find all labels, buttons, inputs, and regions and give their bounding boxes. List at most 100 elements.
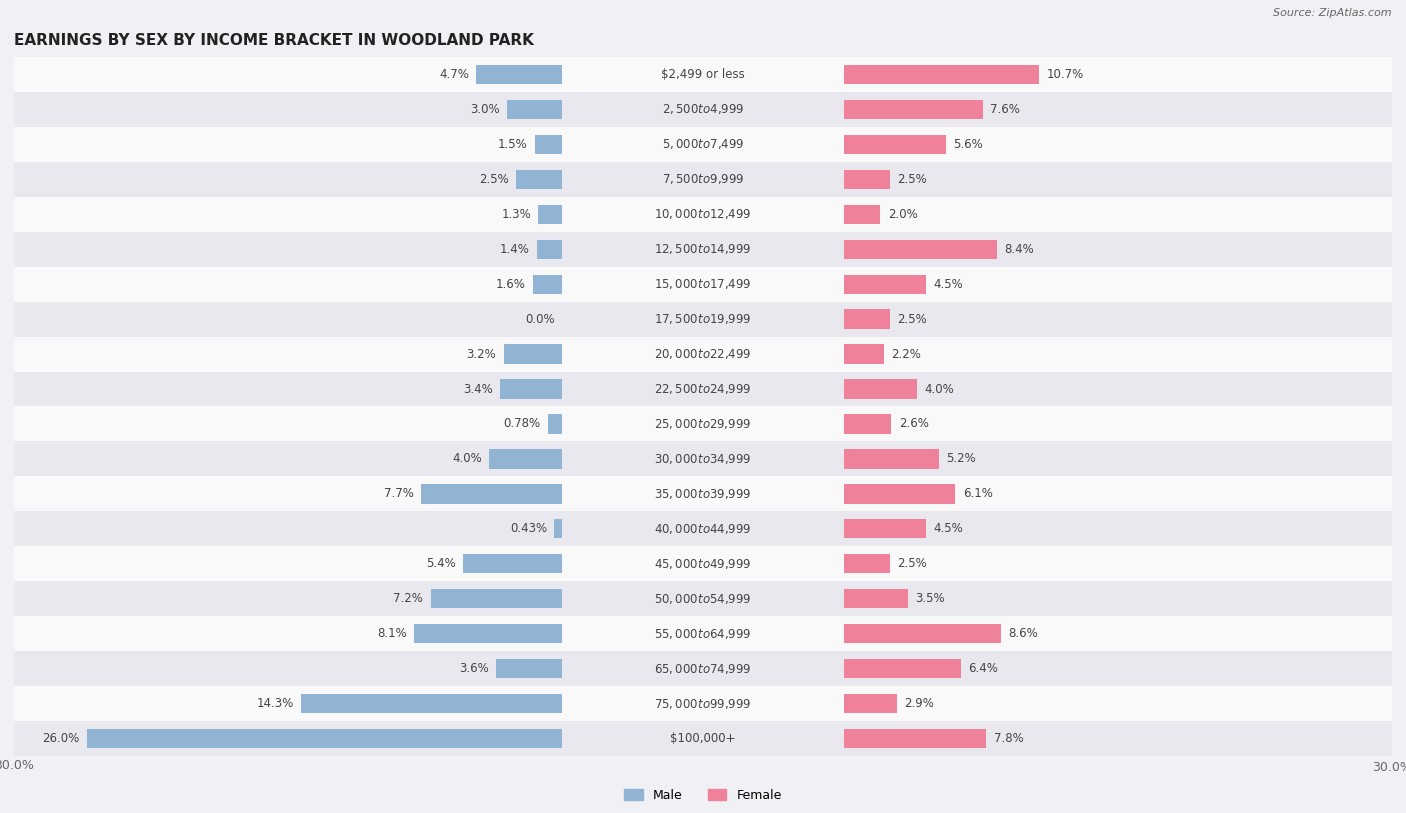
Text: 0.43%: 0.43% [510, 523, 547, 535]
Text: $75,000 to $99,999: $75,000 to $99,999 [654, 697, 752, 711]
Text: $25,000 to $29,999: $25,000 to $29,999 [654, 417, 752, 431]
Text: 4.5%: 4.5% [934, 523, 963, 535]
Text: $12,500 to $14,999: $12,500 to $14,999 [654, 242, 752, 256]
Bar [844, 520, 927, 538]
Bar [844, 450, 939, 468]
Bar [0, 546, 1406, 581]
Bar [0, 57, 1406, 92]
Bar [844, 205, 880, 224]
Text: EARNINGS BY SEX BY INCOME BRACKET IN WOODLAND PARK: EARNINGS BY SEX BY INCOME BRACKET IN WOO… [14, 33, 534, 47]
Text: $65,000 to $74,999: $65,000 to $74,999 [654, 662, 752, 676]
Text: $5,000 to $7,499: $5,000 to $7,499 [662, 137, 744, 151]
Bar [87, 729, 562, 748]
Bar [0, 197, 1406, 232]
Bar [844, 170, 890, 189]
Bar [0, 267, 1406, 302]
Bar [0, 651, 1406, 686]
Bar [0, 511, 1406, 546]
Text: 7.8%: 7.8% [994, 733, 1024, 745]
Bar [538, 205, 562, 224]
Text: $45,000 to $49,999: $45,000 to $49,999 [654, 557, 752, 571]
Text: 7.6%: 7.6% [990, 103, 1019, 115]
Bar [0, 92, 1406, 127]
Bar [554, 520, 562, 538]
Bar [0, 232, 1406, 267]
Bar [0, 406, 1406, 441]
Bar [844, 345, 884, 363]
Bar [415, 624, 562, 643]
Bar [0, 511, 1406, 546]
Text: $22,500 to $24,999: $22,500 to $24,999 [654, 382, 752, 396]
Bar [844, 100, 983, 119]
Bar [0, 232, 1406, 267]
Text: $55,000 to $64,999: $55,000 to $64,999 [654, 627, 752, 641]
Bar [0, 441, 1406, 476]
Bar [0, 162, 1406, 197]
Text: $50,000 to $54,999: $50,000 to $54,999 [654, 592, 752, 606]
Text: $17,500 to $19,999: $17,500 to $19,999 [654, 312, 752, 326]
Bar [533, 275, 562, 293]
Bar [430, 589, 562, 608]
Text: 3.2%: 3.2% [467, 348, 496, 360]
Text: $7,500 to $9,999: $7,500 to $9,999 [662, 172, 744, 186]
Bar [422, 485, 562, 503]
Bar [0, 476, 1406, 511]
Text: $2,499 or less: $2,499 or less [661, 68, 745, 80]
Text: 2.0%: 2.0% [887, 208, 918, 220]
Bar [0, 267, 1406, 302]
Text: 3.4%: 3.4% [463, 383, 492, 395]
Bar [0, 302, 1406, 337]
Bar [0, 302, 1406, 337]
Bar [844, 380, 917, 398]
Text: 6.4%: 6.4% [969, 663, 998, 675]
Text: 2.5%: 2.5% [897, 313, 927, 325]
Text: 2.6%: 2.6% [898, 418, 928, 430]
Bar [0, 127, 1406, 162]
Bar [0, 651, 1406, 686]
Text: 5.2%: 5.2% [946, 453, 976, 465]
Text: 5.4%: 5.4% [426, 558, 456, 570]
Text: Source: ZipAtlas.com: Source: ZipAtlas.com [1274, 8, 1392, 18]
Bar [0, 651, 1406, 686]
Bar [537, 240, 562, 259]
Bar [844, 135, 946, 154]
Bar [844, 275, 927, 293]
Bar [0, 616, 1406, 651]
Bar [844, 589, 908, 608]
Text: 1.6%: 1.6% [496, 278, 526, 290]
Bar [0, 162, 1406, 197]
Bar [0, 476, 1406, 511]
Bar [844, 485, 955, 503]
Bar [0, 57, 1406, 92]
Bar [0, 197, 1406, 232]
Text: 4.7%: 4.7% [439, 68, 470, 80]
Text: 1.5%: 1.5% [498, 138, 527, 150]
Bar [0, 581, 1406, 616]
Text: $30,000 to $34,999: $30,000 to $34,999 [654, 452, 752, 466]
Text: 4.0%: 4.0% [451, 453, 482, 465]
Bar [0, 616, 1406, 651]
Bar [0, 686, 1406, 721]
Bar [844, 415, 891, 433]
Bar [0, 406, 1406, 441]
Bar [844, 659, 960, 678]
Text: 4.5%: 4.5% [934, 278, 963, 290]
Bar [0, 337, 1406, 372]
Bar [0, 721, 1406, 756]
Text: 10.7%: 10.7% [1046, 68, 1084, 80]
Bar [844, 65, 1039, 84]
Text: 8.4%: 8.4% [1005, 243, 1035, 255]
Text: 8.1%: 8.1% [377, 628, 406, 640]
Text: $2,500 to $4,999: $2,500 to $4,999 [662, 102, 744, 116]
Text: 0.0%: 0.0% [526, 313, 555, 325]
Text: 3.5%: 3.5% [915, 593, 945, 605]
Bar [0, 372, 1406, 406]
Bar [503, 345, 562, 363]
Bar [0, 581, 1406, 616]
Bar [464, 554, 562, 573]
Legend: Male, Female: Male, Female [619, 784, 787, 806]
Bar [0, 197, 1406, 232]
Bar [0, 57, 1406, 92]
Text: 2.5%: 2.5% [897, 558, 927, 570]
Bar [844, 240, 997, 259]
